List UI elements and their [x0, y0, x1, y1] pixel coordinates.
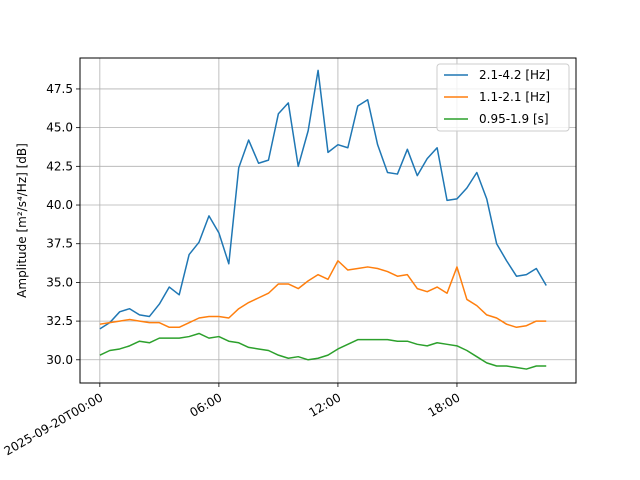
y-tick-label: 47.5	[46, 82, 73, 96]
y-tick-label: 45.0	[46, 121, 73, 135]
y-tick-label: 35.0	[46, 275, 73, 289]
series-line-3	[99, 332, 547, 370]
y-tick-label: 42.5	[46, 159, 73, 173]
legend-label: 2.1-4.2 [Hz]	[479, 68, 550, 82]
grid	[80, 58, 576, 383]
y-tick-label: 30.0	[46, 353, 73, 367]
legend-label: 0.95-1.9 [s]	[479, 112, 549, 126]
y-axis: 30.0 32.5 35.0 37.5 40.0 42.5 45.0 47.5	[46, 82, 80, 367]
y-tick-label: 40.0	[46, 198, 73, 212]
series-layer	[99, 69, 547, 370]
axes-frame	[79, 57, 577, 384]
legend: 2.1-4.2 [Hz] 1.1-2.1 [Hz] 0.95-1.9 [s]	[436, 63, 570, 132]
y-tick-label: 32.5	[46, 314, 73, 328]
legend-box	[436, 63, 570, 132]
series-line-1	[99, 69, 547, 330]
legend-label: 1.1-2.1 [Hz]	[479, 90, 550, 104]
series-line-2	[99, 259, 547, 329]
y-tick-label: 37.5	[46, 237, 73, 251]
y-axis-label: Amplitude [m²/s⁴/Hz] [dB]	[15, 143, 29, 298]
